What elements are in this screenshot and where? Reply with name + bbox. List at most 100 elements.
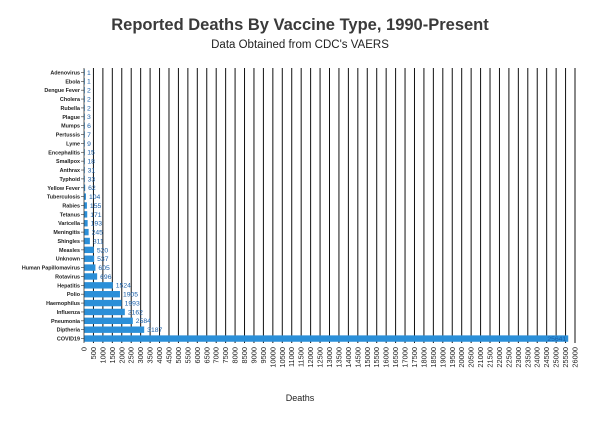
x-tick-label: 3000 <box>136 347 145 363</box>
category-label: COVID19 <box>57 337 80 343</box>
x-tick-label: 25000 <box>552 347 561 368</box>
bar <box>84 202 87 209</box>
bar <box>84 299 122 307</box>
value-labels: 1122236791518313362104155171193245311520… <box>87 70 566 343</box>
x-tick-label: 8500 <box>240 347 249 363</box>
x-tick-label: 19500 <box>448 347 457 368</box>
value-label: 1993 <box>125 300 140 307</box>
value-label: 171 <box>90 212 102 219</box>
x-tick-label: 9500 <box>259 347 268 363</box>
x-tick-label: 26000 <box>571 347 580 368</box>
value-label: 31 <box>88 167 96 174</box>
value-label: 62 <box>88 185 96 192</box>
x-tick-label: 24000 <box>533 347 542 368</box>
value-label: 25641 <box>547 336 566 343</box>
x-tick-label: 22000 <box>495 347 504 368</box>
value-label: 520 <box>97 247 109 254</box>
bar <box>84 308 125 316</box>
category-label: Rotavirus <box>55 274 80 280</box>
chart-subtitle: Data Obtained from CDC's VAERS <box>211 39 389 51</box>
bar <box>84 273 98 280</box>
value-label: 311 <box>93 238 104 245</box>
x-tick-label: 8000 <box>231 347 240 363</box>
x-tick-label: 16000 <box>382 347 391 368</box>
x-tick-label: 14000 <box>344 347 353 368</box>
bar <box>84 184 86 191</box>
x-tick-label: 13500 <box>334 347 343 368</box>
value-label: 2584 <box>136 318 151 325</box>
x-tick-label: 500 <box>89 347 98 359</box>
x-tick-label: 3500 <box>146 347 155 363</box>
value-label: 2162 <box>128 309 143 316</box>
x-tick-label: 5500 <box>183 347 192 363</box>
x-tick-label: 20500 <box>467 347 476 368</box>
x-tick-label: 7500 <box>221 347 230 363</box>
category-label: Pertussis <box>56 133 80 139</box>
category-labels: Adenovirus Ebola Dengue Fever Cholera Rubell… <box>22 70 84 343</box>
category-label: Meningitis <box>53 230 80 236</box>
category-label: Hepatitis <box>57 283 80 289</box>
x-tick-label: 23500 <box>523 347 532 368</box>
x-tick-label: 4500 <box>164 347 173 363</box>
category-label: Polio <box>67 292 81 298</box>
value-label: 3187 <box>147 327 162 334</box>
bar <box>84 335 569 342</box>
x-tick-label: 6500 <box>202 347 211 363</box>
category-label: Plague <box>62 115 80 121</box>
bar <box>84 291 120 298</box>
bar <box>84 237 90 245</box>
bar <box>84 264 96 271</box>
x-tick-label: 12500 <box>316 347 325 368</box>
x-tick-label: 22500 <box>504 347 513 368</box>
category-label: Lyme <box>66 141 80 147</box>
value-label: 2 <box>87 96 91 103</box>
x-tick-label: 1000 <box>98 347 107 363</box>
x-axis-label: Deaths <box>285 393 315 403</box>
bar <box>84 246 94 254</box>
category-label: Dengue Fever <box>44 88 81 94</box>
x-tick-label: 16500 <box>391 347 400 368</box>
bar <box>84 211 88 218</box>
x-tick-label: 10000 <box>268 347 277 368</box>
bar <box>84 282 113 289</box>
x-tick-label: 2000 <box>117 347 126 363</box>
x-tick-label: 2500 <box>127 347 136 363</box>
category-label: Typhoid <box>59 177 80 183</box>
category-label: Tetanus <box>60 212 80 218</box>
value-label: 1524 <box>116 283 131 290</box>
x-tick-label: 17000 <box>401 347 410 368</box>
value-label: 18 <box>87 159 95 166</box>
bar <box>84 326 145 333</box>
value-label: 104 <box>89 194 101 201</box>
category-label: Shingles <box>58 239 80 245</box>
category-label: Yellow Fever <box>47 186 81 192</box>
x-tick-label: 15000 <box>363 347 372 368</box>
x-tick-label: 25500 <box>561 347 570 368</box>
x-tick-label: 0 <box>80 347 89 351</box>
bar <box>84 255 95 262</box>
category-label: Unknown <box>56 257 80 263</box>
category-label: Pneumonia <box>51 319 81 325</box>
category-label: Rubella <box>61 106 81 112</box>
category-label: Rabies <box>62 204 80 210</box>
x-tick-label: 13000 <box>325 347 334 368</box>
value-label: 537 <box>97 256 109 263</box>
x-tick-label: 10500 <box>278 347 287 368</box>
x-tick-label: 5000 <box>174 347 183 363</box>
value-label: 696 <box>100 274 112 281</box>
x-tick-label: 4000 <box>155 347 164 363</box>
gridlines <box>92 68 576 343</box>
bar <box>84 317 133 325</box>
chart-title: Reported Deaths By Vaccine Type, 1990-Pr… <box>111 16 489 34</box>
x-tick-label: 18500 <box>429 347 438 368</box>
x-tick-label: 21500 <box>486 347 495 368</box>
category-label: Ebola <box>65 79 81 85</box>
value-label: 6 <box>87 123 91 130</box>
value-label: 193 <box>91 221 103 228</box>
bar <box>84 220 88 227</box>
value-label: 3 <box>87 114 91 121</box>
value-label: 9 <box>87 141 91 148</box>
value-label: 1 <box>87 79 91 86</box>
value-label: 155 <box>90 203 102 210</box>
bar <box>84 228 89 236</box>
